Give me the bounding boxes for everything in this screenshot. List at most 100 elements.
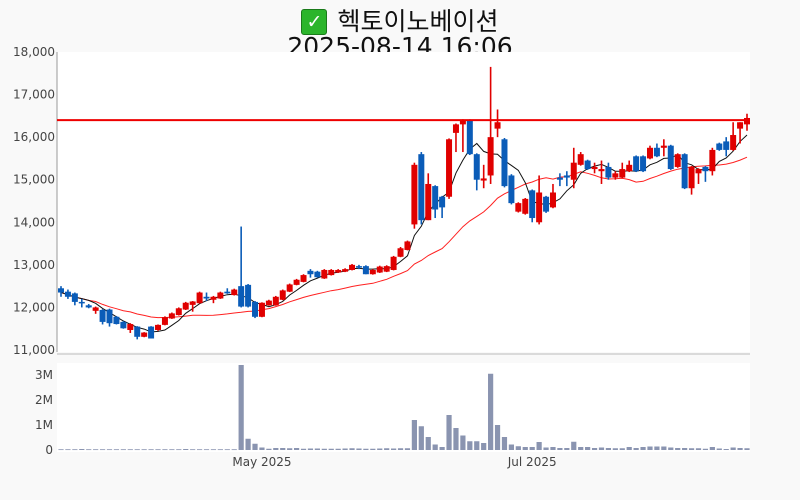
volume-bar [176,449,182,451]
volume-bar [515,446,521,450]
candle-body [494,122,501,129]
candle-body [626,164,633,172]
candle-body [730,135,737,150]
candle-body [397,248,404,257]
volume-bar [141,449,147,451]
candle-body [660,145,667,148]
candle-body [744,117,750,125]
candle-body [161,317,168,325]
candle-body [342,269,349,272]
candle-body [487,137,494,176]
volume-bar [252,443,258,450]
date-tick-label: Jul 2025 [507,455,557,469]
volume-bar [425,437,431,450]
volume-bar [65,449,71,451]
candle-body [411,164,418,225]
volume-bar [585,447,591,450]
volume-bar [654,446,660,450]
candle-body [674,154,681,167]
volume-bar [127,449,133,451]
candle-body [605,166,612,178]
price-tick-label: 14,000 [13,215,55,229]
volume-bar [626,447,632,450]
volume-bar [349,448,355,450]
price-tick-label: 17,000 [13,88,55,102]
volume-bar [169,449,175,451]
candle-body [452,124,459,133]
volume-bar [543,447,549,450]
volume-bar [605,448,612,450]
candle-body [286,284,293,292]
candle-body [71,293,78,302]
volume-bar [72,449,78,451]
volume-bar [688,448,695,450]
candle-body [113,316,120,325]
candle-body [681,154,688,189]
candle-body [439,196,446,208]
candle-body [335,269,342,273]
candle-body [120,321,127,329]
candle-body [432,186,439,210]
candle-body [522,198,529,214]
volume-bar [363,448,369,450]
candle-body [64,291,71,297]
volume-bar [210,449,217,451]
candle-body [252,301,259,317]
volume-bar [245,438,251,450]
volume-tick-label: 1M [35,418,53,432]
volume-bar [474,441,480,450]
candle-body [418,154,425,221]
volume-bar [612,448,618,450]
volume-bar [183,449,189,450]
candle-body [231,289,238,296]
candle-body [473,154,480,180]
volume-bar [134,449,140,451]
candle-body [543,196,550,212]
volume-bar [598,447,605,450]
candle-body [314,271,321,278]
ma20-line [60,156,748,319]
check-mark-icon: ✓ [301,9,328,35]
volume-bar [411,420,417,450]
volume-bar [314,448,320,450]
volume-bar [481,443,487,450]
volume-bar [404,448,411,450]
candle-body [78,301,85,304]
volume-bar [702,448,709,450]
candle-body [376,266,383,273]
candle-body [640,156,647,172]
candle-body [168,313,175,319]
volume-bar [633,448,639,450]
candle-body [404,241,411,250]
volume-bar [744,448,750,450]
volume-tick-label: 0 [45,443,53,457]
candle-body [570,162,577,180]
candle-body [529,190,536,219]
candle-body [598,169,605,172]
candle-body [688,166,695,189]
volume-bar [488,373,494,450]
volume-bar [203,449,210,451]
candle-body [425,183,432,221]
volume-bar [391,448,397,450]
candle-body [390,256,397,270]
volume-tick-label: 3M [35,368,53,382]
volume-bar [737,448,743,450]
volume-bar [384,448,390,450]
volume-bar [668,447,674,450]
candle-body [155,324,162,330]
volume-bar [86,449,92,451]
volume-bar [591,448,598,450]
volume-bar [508,444,515,450]
candle-body [480,178,487,181]
candle-body [515,203,522,212]
candle-body [466,120,473,155]
candle-body [501,139,508,187]
volume-bar [120,449,126,451]
candle-body [134,326,141,337]
volume-tick-label: 2M [35,393,53,407]
volume-bar [273,448,279,450]
volume-bar [640,447,646,450]
candle-body [279,290,286,300]
candle-body [203,296,210,299]
